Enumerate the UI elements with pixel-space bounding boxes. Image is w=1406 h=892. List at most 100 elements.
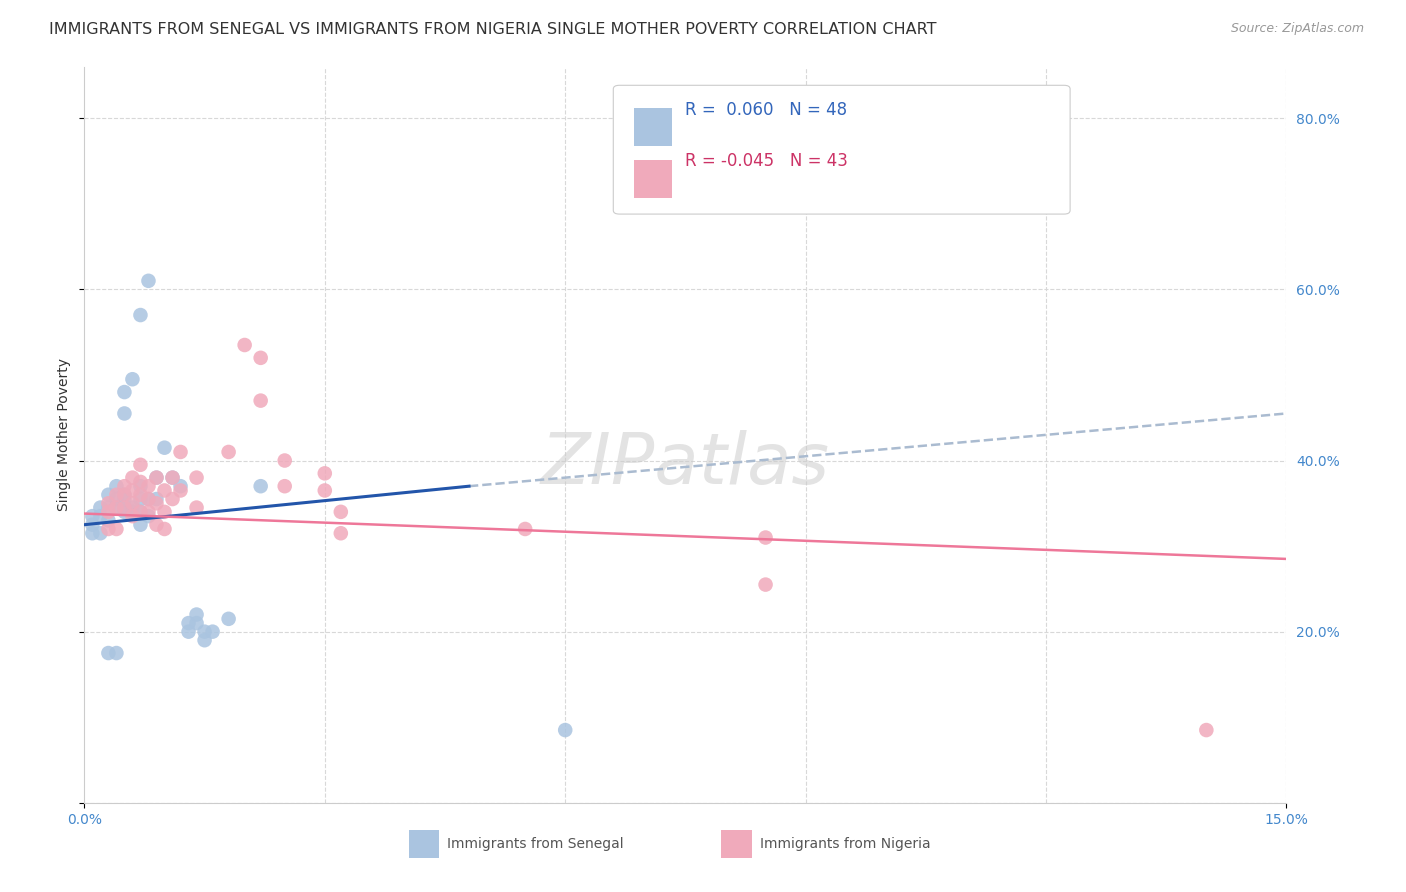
Bar — [409, 830, 439, 858]
Point — [218, 612, 240, 626]
Point — [105, 500, 128, 515]
Point — [186, 607, 208, 622]
Bar — [634, 108, 672, 146]
Point — [186, 616, 208, 631]
Point — [755, 577, 778, 591]
Bar — [634, 160, 672, 198]
Point — [138, 491, 160, 506]
Point — [515, 522, 537, 536]
Point — [314, 483, 336, 498]
Point — [138, 505, 160, 519]
Point — [169, 479, 191, 493]
Point — [153, 505, 176, 519]
Point — [129, 308, 152, 322]
Point — [114, 407, 135, 421]
Point — [121, 509, 143, 524]
Point — [105, 479, 128, 493]
Point — [105, 522, 128, 536]
Text: R = -0.045   N = 43: R = -0.045 N = 43 — [686, 153, 848, 170]
Point — [97, 646, 120, 660]
Point — [105, 646, 128, 660]
Point — [129, 458, 152, 472]
Point — [129, 475, 152, 489]
Point — [162, 491, 184, 506]
Point — [97, 488, 120, 502]
Point — [145, 470, 167, 484]
Point — [129, 488, 152, 502]
Point — [82, 526, 104, 541]
Text: IMMIGRANTS FROM SENEGAL VS IMMIGRANTS FROM NIGERIA SINGLE MOTHER POVERTY CORRELA: IMMIGRANTS FROM SENEGAL VS IMMIGRANTS FR… — [49, 22, 936, 37]
Point — [274, 479, 297, 493]
Point — [249, 479, 271, 493]
Text: Immigrants from Senegal: Immigrants from Senegal — [447, 837, 624, 851]
Point — [114, 488, 135, 502]
Point — [329, 505, 352, 519]
Bar — [721, 830, 752, 858]
Point — [121, 483, 143, 498]
Point — [121, 496, 143, 510]
Point — [314, 467, 336, 481]
Point — [129, 505, 152, 519]
Point — [97, 513, 120, 527]
Point — [138, 509, 160, 524]
Point — [153, 522, 176, 536]
Point — [138, 274, 160, 288]
Point — [145, 517, 167, 532]
Point — [249, 351, 271, 365]
Point — [218, 445, 240, 459]
Point — [89, 500, 111, 515]
Text: ZIPatlas: ZIPatlas — [541, 430, 830, 499]
Point — [194, 633, 217, 648]
Text: R =  0.060   N = 48: R = 0.060 N = 48 — [686, 101, 848, 119]
Point — [89, 509, 111, 524]
Point — [177, 616, 200, 631]
Point — [89, 526, 111, 541]
Point — [145, 491, 167, 506]
Point — [121, 505, 143, 519]
Point — [97, 522, 120, 536]
Text: Source: ZipAtlas.com: Source: ZipAtlas.com — [1230, 22, 1364, 36]
Point — [201, 624, 224, 639]
Text: Immigrants from Nigeria: Immigrants from Nigeria — [761, 837, 931, 851]
Point — [153, 483, 176, 498]
Point — [114, 488, 135, 502]
Point — [186, 470, 208, 484]
Point — [121, 372, 143, 386]
Point — [755, 531, 778, 545]
Point — [105, 488, 128, 502]
Point — [97, 496, 120, 510]
Point — [121, 470, 143, 484]
Point — [129, 479, 152, 493]
Point — [274, 453, 297, 467]
Point — [114, 500, 135, 515]
Point — [114, 491, 135, 506]
Point — [153, 441, 176, 455]
Y-axis label: Single Mother Poverty: Single Mother Poverty — [58, 359, 72, 511]
Point — [249, 393, 271, 408]
Point — [129, 505, 152, 519]
Point — [82, 509, 104, 524]
Point — [194, 624, 217, 639]
Point — [121, 500, 143, 515]
Point — [114, 479, 135, 493]
FancyBboxPatch shape — [613, 86, 1070, 214]
Point — [329, 526, 352, 541]
Point — [114, 385, 135, 400]
Point — [145, 470, 167, 484]
Point — [162, 470, 184, 484]
Point — [169, 445, 191, 459]
Point — [129, 491, 152, 506]
Point — [169, 483, 191, 498]
Point — [97, 500, 120, 515]
Point — [138, 479, 160, 493]
Point — [129, 517, 152, 532]
Point — [114, 500, 135, 515]
Point — [105, 491, 128, 506]
Point — [162, 470, 184, 484]
Point — [1195, 723, 1218, 737]
Point — [554, 723, 576, 737]
Point — [105, 500, 128, 515]
Point — [233, 338, 256, 352]
Point — [97, 505, 120, 519]
Point — [114, 505, 135, 519]
